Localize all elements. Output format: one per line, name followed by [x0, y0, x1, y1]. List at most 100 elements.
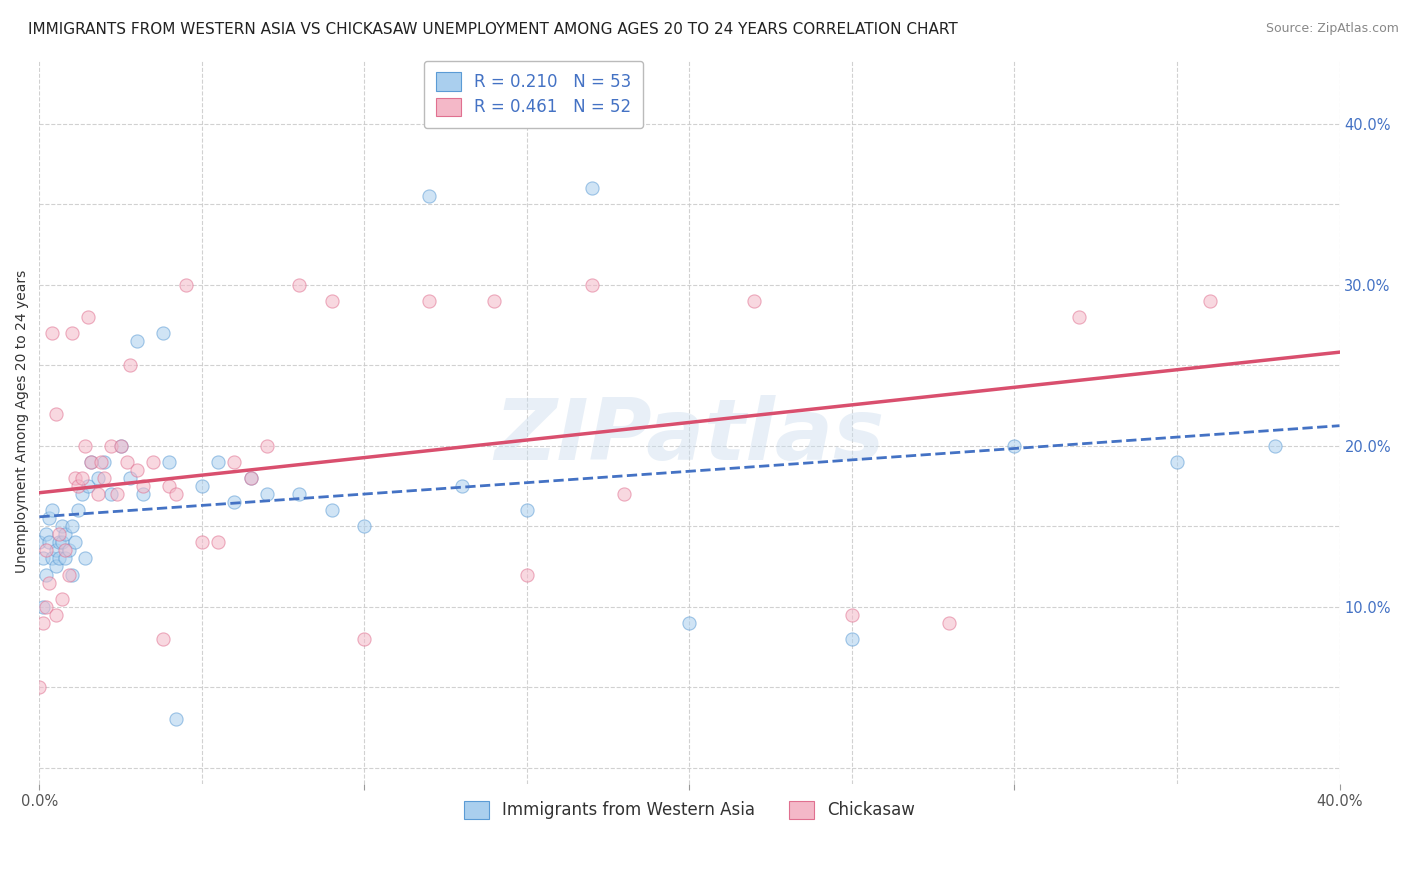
- Point: [841, 607, 863, 622]
- Point: [70, 471, 93, 485]
- Point: [165, 487, 187, 501]
- Point: [516, 503, 538, 517]
- Point: [132, 487, 155, 501]
- Point: [73, 551, 96, 566]
- Point: [55, 527, 77, 541]
- Point: [45, 559, 67, 574]
- Point: [353, 632, 375, 646]
- Legend: Immigrants from Western Asia, Chickasaw: Immigrants from Western Asia, Chickasaw: [457, 794, 921, 826]
- Point: [90, 455, 112, 469]
- Point: [60, 567, 83, 582]
- Point: [67, 479, 90, 493]
- Point: [70, 487, 93, 501]
- Y-axis label: Unemployment Among Ages 20 to 24 years: Unemployment Among Ages 20 to 24 years: [15, 270, 30, 574]
- Point: [67, 503, 90, 517]
- Point: [35, 599, 58, 614]
- Point: [142, 455, 165, 469]
- Point: [152, 326, 174, 340]
- Point: [152, 632, 174, 646]
- Point: [93, 455, 115, 469]
- Point: [418, 189, 440, 203]
- Point: [159, 479, 181, 493]
- Point: [239, 471, 262, 485]
- Point: [28, 535, 51, 549]
- Point: [484, 293, 506, 308]
- Point: [120, 471, 142, 485]
- Point: [35, 527, 58, 541]
- Point: [191, 535, 214, 549]
- Point: [110, 439, 132, 453]
- Point: [63, 471, 86, 485]
- Point: [77, 479, 100, 493]
- Point: [77, 310, 100, 324]
- Point: [80, 455, 103, 469]
- Point: [45, 543, 67, 558]
- Point: [1069, 310, 1091, 324]
- Text: IMMIGRANTS FROM WESTERN ASIA VS CHICKASAW UNEMPLOYMENT AMONG AGES 20 TO 24 YEARS: IMMIGRANTS FROM WESTERN ASIA VS CHICKASA…: [28, 22, 957, 37]
- Point: [191, 479, 214, 493]
- Point: [28, 680, 51, 694]
- Point: [41, 503, 63, 517]
- Point: [45, 407, 67, 421]
- Point: [207, 455, 229, 469]
- Point: [100, 487, 122, 501]
- Point: [125, 334, 148, 349]
- Point: [613, 487, 636, 501]
- Point: [48, 551, 70, 566]
- Point: [51, 535, 73, 549]
- Point: [115, 455, 138, 469]
- Point: [100, 439, 122, 453]
- Point: [841, 632, 863, 646]
- Point: [51, 591, 73, 606]
- Point: [451, 479, 474, 493]
- Point: [87, 487, 110, 501]
- Point: [38, 575, 60, 590]
- Point: [31, 551, 53, 566]
- Point: [55, 551, 77, 566]
- Point: [80, 455, 103, 469]
- Point: [51, 519, 73, 533]
- Point: [55, 543, 77, 558]
- Point: [516, 567, 538, 582]
- Point: [73, 439, 96, 453]
- Point: [41, 551, 63, 566]
- Point: [125, 463, 148, 477]
- Point: [132, 479, 155, 493]
- Point: [938, 615, 960, 630]
- Point: [678, 615, 700, 630]
- Point: [63, 535, 86, 549]
- Point: [35, 543, 58, 558]
- Point: [48, 535, 70, 549]
- Point: [93, 471, 115, 485]
- Point: [224, 455, 246, 469]
- Point: [581, 181, 603, 195]
- Point: [239, 471, 262, 485]
- Point: [581, 277, 603, 292]
- Point: [207, 535, 229, 549]
- Point: [120, 359, 142, 373]
- Point: [256, 487, 278, 501]
- Point: [288, 277, 311, 292]
- Point: [256, 439, 278, 453]
- Point: [1198, 293, 1220, 308]
- Point: [35, 567, 58, 582]
- Point: [38, 511, 60, 525]
- Point: [60, 326, 83, 340]
- Point: [288, 487, 311, 501]
- Point: [418, 293, 440, 308]
- Text: ZIPatlas: ZIPatlas: [495, 394, 884, 477]
- Point: [159, 455, 181, 469]
- Point: [1166, 455, 1188, 469]
- Point: [353, 519, 375, 533]
- Text: Source: ZipAtlas.com: Source: ZipAtlas.com: [1265, 22, 1399, 36]
- Point: [1004, 439, 1026, 453]
- Point: [174, 277, 197, 292]
- Point: [60, 519, 83, 533]
- Point: [31, 615, 53, 630]
- Point: [48, 527, 70, 541]
- Point: [165, 712, 187, 726]
- Point: [58, 567, 80, 582]
- Point: [1263, 439, 1285, 453]
- Point: [31, 599, 53, 614]
- Point: [41, 326, 63, 340]
